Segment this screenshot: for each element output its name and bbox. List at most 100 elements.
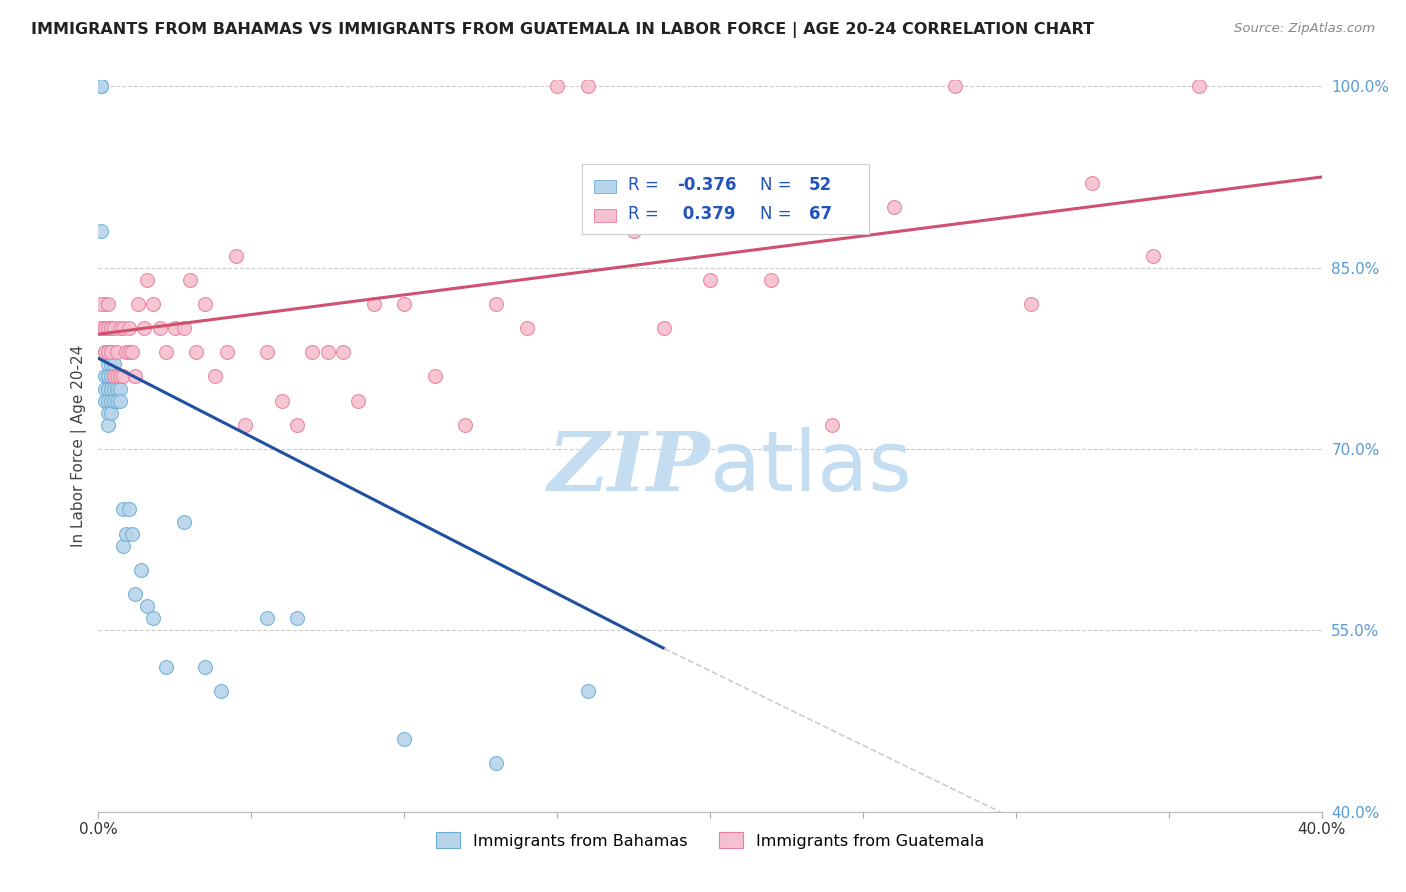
Text: N =: N =	[761, 205, 797, 223]
Point	[93, 393, 115, 408]
Point	[90, 297, 112, 311]
Point	[115, 345, 138, 359]
Point	[118, 321, 141, 335]
Text: R =: R =	[628, 176, 664, 194]
Point	[121, 526, 143, 541]
Point	[225, 249, 247, 263]
Point	[136, 599, 159, 614]
FancyBboxPatch shape	[593, 209, 616, 222]
Point	[90, 79, 112, 94]
Point	[100, 345, 122, 359]
Point	[90, 79, 112, 94]
Point	[285, 611, 308, 625]
Point	[90, 224, 112, 238]
Point	[301, 345, 323, 359]
Point	[115, 526, 138, 541]
Point	[285, 417, 308, 432]
Point	[124, 369, 146, 384]
Point	[194, 659, 217, 673]
Point	[90, 321, 112, 335]
Point	[97, 345, 120, 359]
Point	[347, 393, 370, 408]
Point	[194, 297, 217, 311]
Point	[129, 563, 152, 577]
Point	[821, 417, 844, 432]
Text: R =: R =	[628, 205, 669, 223]
Point	[233, 417, 256, 432]
Point	[100, 345, 122, 359]
Point	[623, 224, 645, 238]
Point	[111, 321, 134, 335]
Point	[103, 358, 125, 372]
Point	[105, 345, 128, 359]
Point	[93, 369, 115, 384]
Point	[142, 297, 165, 311]
Point	[576, 79, 599, 94]
Point	[108, 393, 131, 408]
Text: N =: N =	[761, 176, 797, 194]
Point	[93, 321, 115, 335]
Point	[100, 382, 122, 396]
Point	[121, 345, 143, 359]
Legend: Immigrants from Bahamas, Immigrants from Guatemala: Immigrants from Bahamas, Immigrants from…	[430, 826, 990, 855]
Point	[699, 273, 721, 287]
Point	[142, 611, 165, 625]
Text: Source: ZipAtlas.com: Source: ZipAtlas.com	[1234, 22, 1375, 36]
Point	[108, 321, 131, 335]
Point	[105, 382, 128, 396]
Point	[134, 321, 156, 335]
Point	[149, 321, 172, 335]
Point	[204, 369, 226, 384]
Point	[100, 358, 122, 372]
Point	[97, 345, 120, 359]
Point	[111, 369, 134, 384]
Point	[270, 393, 292, 408]
Y-axis label: In Labor Force | Age 20-24: In Labor Force | Age 20-24	[72, 345, 87, 547]
Point	[485, 756, 508, 771]
Point	[108, 382, 131, 396]
Text: IMMIGRANTS FROM BAHAMAS VS IMMIGRANTS FROM GUATEMALA IN LABOR FORCE | AGE 20-24 : IMMIGRANTS FROM BAHAMAS VS IMMIGRANTS FR…	[31, 22, 1094, 38]
Point	[173, 321, 195, 335]
Point	[256, 345, 278, 359]
Point	[652, 321, 675, 335]
Point	[97, 321, 120, 335]
Point	[103, 393, 125, 408]
Point	[97, 297, 120, 311]
Point	[93, 382, 115, 396]
Point	[215, 345, 238, 359]
Point	[1019, 297, 1042, 311]
Point	[97, 369, 120, 384]
Point	[111, 539, 134, 553]
Point	[97, 406, 120, 420]
Point	[392, 732, 416, 747]
Point	[100, 393, 122, 408]
Point	[1188, 79, 1211, 94]
Point	[943, 79, 966, 94]
Point	[93, 321, 115, 335]
Point	[392, 297, 416, 311]
Point	[316, 345, 339, 359]
Point	[103, 369, 125, 384]
Text: atlas: atlas	[710, 427, 911, 508]
Point	[93, 345, 115, 359]
FancyBboxPatch shape	[593, 180, 616, 193]
Text: 67: 67	[808, 205, 832, 223]
Point	[97, 393, 120, 408]
Text: -0.376: -0.376	[678, 176, 737, 194]
Point	[97, 358, 120, 372]
Point	[155, 345, 177, 359]
Point	[155, 659, 177, 673]
Point	[179, 273, 201, 287]
Point	[576, 683, 599, 698]
Point	[163, 321, 186, 335]
Text: 52: 52	[808, 176, 832, 194]
Point	[1081, 176, 1104, 190]
Point	[100, 321, 122, 335]
Point	[118, 345, 141, 359]
Point	[759, 273, 782, 287]
Point	[332, 345, 354, 359]
Point	[100, 406, 122, 420]
Point	[105, 369, 128, 384]
Point	[127, 297, 149, 311]
Point	[111, 502, 134, 516]
